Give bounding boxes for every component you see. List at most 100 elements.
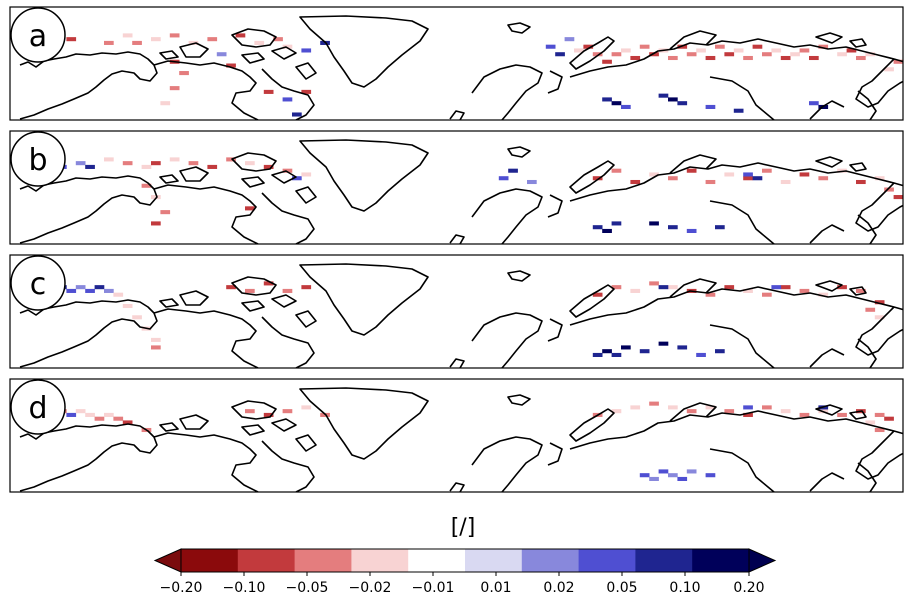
- heatmap-cell: [160, 210, 171, 215]
- siberia-coast: [569, 410, 903, 450]
- heatmap-cell: [856, 288, 866, 293]
- kamchatka: [809, 214, 877, 244]
- iceland: [449, 482, 465, 492]
- okhotsk: [709, 200, 775, 244]
- heatmap-cell: [527, 179, 537, 185]
- heatmap-cell: [122, 420, 133, 425]
- canada-coast: [153, 60, 259, 120]
- heatmap-cell: [818, 292, 829, 297]
- heatmap-cell: [75, 285, 86, 290]
- greenland: [299, 139, 429, 212]
- heatmap-cell: [780, 55, 791, 61]
- heatmap-cells: [57, 157, 903, 233]
- alaska-coast: [19, 175, 158, 244]
- map-background: [10, 255, 903, 368]
- map-background: [10, 379, 903, 492]
- heatmap-cell: [630, 55, 641, 61]
- heatmap-cell: [715, 44, 725, 49]
- heatmap-cell: [762, 52, 772, 57]
- colorbar-segment: [351, 549, 409, 572]
- heatmap-cell: [301, 172, 312, 177]
- heatmap-cell: [122, 303, 133, 309]
- heatmap-cell: [226, 63, 236, 68]
- heatmap-cell: [686, 168, 697, 173]
- colorbar: −0.20 −0.10 −0.05 −0.02 −0.01 0.01 0.02 0.05 0.1…: [153, 548, 777, 596]
- heatmap-cell: [611, 221, 622, 226]
- heatmap-cell: [724, 285, 735, 290]
- colorbar-segment: [294, 549, 352, 572]
- iceland: [449, 358, 465, 368]
- heatmap-cell: [113, 416, 124, 421]
- heatmap-cell: [649, 476, 659, 481]
- panel-label: d: [28, 391, 47, 426]
- heatmap-cell: [592, 225, 603, 230]
- heatmap-cell: [301, 48, 312, 53]
- heatmap-cell: [85, 412, 95, 417]
- heatmap-cell: [66, 37, 77, 42]
- heatmap-cell: [592, 292, 603, 297]
- heatmap-cell: [282, 288, 293, 293]
- heatmap-cell: [733, 48, 744, 53]
- heatmap-cell: [630, 405, 641, 410]
- colorbar-tick-label: 0.05: [606, 580, 637, 596]
- heatmap-cell: [705, 179, 716, 185]
- heatmap-cell: [104, 288, 114, 293]
- heatmap-cell: [668, 473, 678, 478]
- heatmap-cell: [282, 44, 293, 49]
- heatmap-cell: [649, 401, 659, 406]
- heatmap-cell: [226, 157, 236, 162]
- heatmap-cell: [705, 104, 716, 109]
- heatmap-cell: [151, 221, 161, 226]
- heatmap-cell: [799, 48, 810, 53]
- heatmap-cell: [658, 469, 669, 474]
- heatmap-cell: [555, 52, 565, 57]
- map-background: [10, 7, 903, 120]
- heatmap-cell: [498, 176, 509, 181]
- heatmap-cell: [592, 352, 603, 357]
- heatmap-cell: [621, 345, 631, 350]
- heatmap-cell: [686, 409, 697, 414]
- heatmap-cell: [151, 37, 161, 42]
- heatmap-cell: [668, 285, 678, 290]
- heatmap-cell: [216, 52, 227, 57]
- hudson-bay: [261, 316, 315, 368]
- heatmap-cell: [273, 37, 283, 42]
- colorbar-tick-label: −0.01: [412, 580, 455, 596]
- heatmap-cell: [602, 59, 612, 64]
- canada-coast: [153, 308, 259, 368]
- heatmap-cell: [790, 52, 800, 57]
- hudson-bay: [261, 68, 315, 120]
- heatmap-cell: [743, 172, 753, 177]
- heatmap-cell: [865, 52, 876, 57]
- heatmap-cell: [856, 55, 866, 61]
- heatmap-cell: [602, 349, 612, 354]
- heatmap-cell: [724, 52, 735, 57]
- kamchatka: [809, 462, 877, 492]
- heatmap-cell: [668, 225, 678, 230]
- heatmap-cell: [865, 420, 876, 425]
- heatmap-cell: [292, 112, 302, 117]
- heatmap-cell: [837, 52, 847, 57]
- heatmap-cell: [132, 40, 142, 45]
- new-siberian-islands: [815, 404, 867, 420]
- heatmap-cell: [696, 352, 706, 357]
- heatmap-cell: [686, 469, 697, 474]
- arctic-islands: [159, 276, 317, 328]
- heatmap-cell: [743, 288, 753, 293]
- heatmap-cell: [508, 168, 518, 173]
- hudson-bay: [261, 192, 315, 244]
- colorbar-frame: [180, 548, 750, 573]
- heatmap-cell: [104, 157, 114, 162]
- colorbar-tick-label: 0.20: [733, 580, 764, 596]
- greenland: [299, 263, 429, 336]
- heatmap-cell: [188, 161, 199, 166]
- heatmap-cell: [715, 349, 725, 354]
- heatmap-cell: [837, 285, 847, 290]
- panel-label-circle: [10, 379, 66, 435]
- heatmap-cell: [301, 89, 312, 94]
- heatmap-cell: [715, 225, 725, 230]
- heatmap-cell: [611, 285, 622, 290]
- heatmap-cell: [592, 52, 603, 57]
- panel-b: b: [9, 130, 904, 245]
- heatmap-cell: [649, 172, 659, 177]
